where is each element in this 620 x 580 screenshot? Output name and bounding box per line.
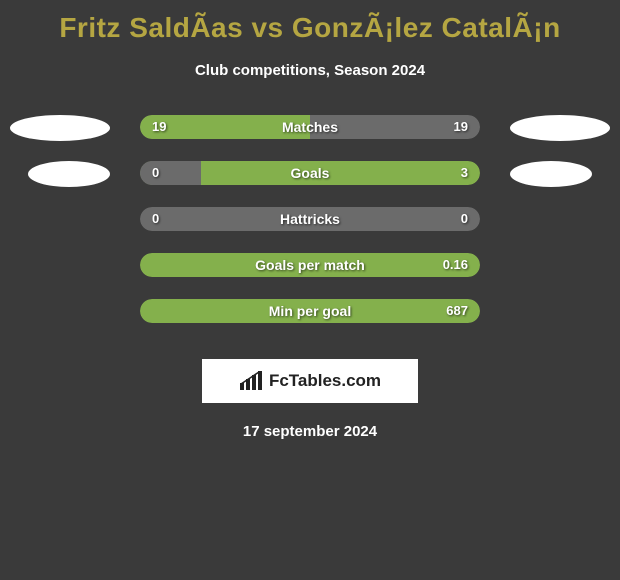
- stat-row: Goals per match0.16: [0, 249, 620, 295]
- stat-row: Min per goal687: [0, 295, 620, 341]
- bar-bg: [140, 299, 480, 323]
- stat-bar: [140, 207, 480, 231]
- stat-bar: [140, 253, 480, 277]
- team-oval-right: [510, 161, 592, 187]
- stats-area: Matches1919Goals03Hattricks00Goals per m…: [0, 111, 620, 341]
- page-title: Fritz SaldÃ­as vs GonzÃ¡lez CatalÃ¡n: [0, 0, 620, 44]
- bar-bg: [140, 207, 480, 231]
- team-oval-left: [28, 161, 110, 187]
- subtitle: Club competitions, Season 2024: [0, 62, 620, 79]
- team-oval-right: [510, 115, 610, 141]
- date-label: 17 september 2024: [0, 423, 620, 440]
- comparison-widget: Fritz SaldÃ­as vs GonzÃ¡lez CatalÃ¡n Clu…: [0, 0, 620, 440]
- stat-bar: [140, 115, 480, 139]
- stat-row: Goals03: [0, 157, 620, 203]
- team-oval-left: [10, 115, 110, 141]
- source-logo[interactable]: FcTables.com: [202, 359, 418, 403]
- stat-bar: [140, 161, 480, 185]
- bar-left-fill: [140, 115, 310, 139]
- logo-text: FcTables.com: [269, 371, 381, 391]
- bar-left-fill: [140, 161, 201, 185]
- bars-icon: [239, 371, 265, 391]
- stat-row: Matches1919: [0, 111, 620, 157]
- bar-bg: [140, 253, 480, 277]
- stat-row: Hattricks00: [0, 203, 620, 249]
- stat-bar: [140, 299, 480, 323]
